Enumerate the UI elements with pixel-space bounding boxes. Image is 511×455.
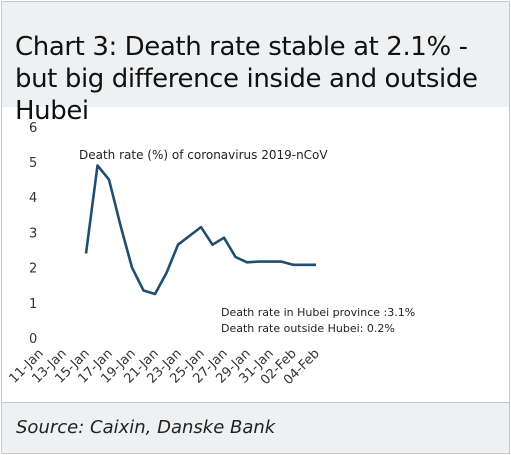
y-tick-label: 0	[29, 332, 37, 347]
y-tick-label: 4	[29, 191, 37, 206]
series-line	[84, 164, 316, 296]
chart-header: Chart 3: Death rate stable at 2.1% - but…	[2, 2, 509, 126]
y-tick-label: 6	[29, 121, 37, 136]
series-annotation: Death rate (%) of coronavirus 2019-nCoV	[79, 148, 328, 162]
y-tick-label: 2	[29, 262, 37, 277]
hubei-annotation: Death rate in Hubei province :3.1%	[221, 306, 415, 319]
chart-title: Chart 3: Death rate stable at 2.1% - but…	[15, 32, 478, 126]
y-tick-label: 3	[29, 226, 37, 241]
chart-source: Source: Caixin, Danske Bank	[16, 417, 276, 438]
chart-footer: Source: Caixin, Danske Bank	[2, 402, 509, 453]
y-tick-label: 5	[29, 156, 37, 171]
y-tick-label: 1	[29, 297, 37, 312]
outside-hubei-annotation: Death rate outside Hubei: 0.2%	[221, 322, 395, 335]
